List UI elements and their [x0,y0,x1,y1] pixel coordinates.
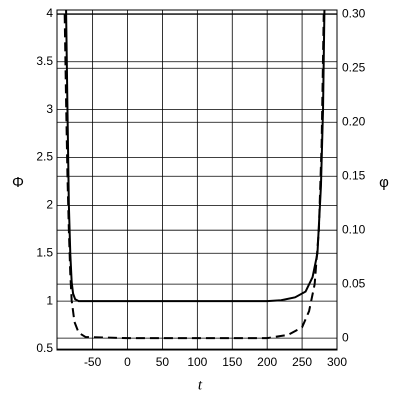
plot-lines [63,10,326,340]
y-tick-label: 2 [46,198,53,212]
y-axis-title: Φ [12,174,24,191]
y2-tick-label: 0 [342,330,349,344]
x-tick-label: 200 [257,355,277,369]
x-tick-label: 150 [222,355,242,369]
y2-tick-label: 0.25 [342,60,366,74]
x-tick-label: 0 [124,355,131,369]
y-tick-label: 0.5 [36,341,53,355]
y-tick-label: 1.5 [36,245,53,259]
y-tick-label: 3 [46,102,53,116]
x-tick-label: -50 [84,355,102,369]
y2-tick-label: 0.20 [342,114,366,128]
series-line [63,14,325,340]
x-tick-label: 100 [187,355,207,369]
y2-tick-label: 0.05 [342,276,366,290]
y-tick-label: 1 [46,293,53,307]
series-line [65,10,326,303]
x-tick-label: 50 [156,355,170,369]
y-tick-label: 4 [46,6,53,20]
y2-tick-label: 0.15 [342,168,366,182]
y2-tick-label: 0.30 [342,6,366,20]
x-axis-title: t [198,377,203,393]
x-tick-label: 300 [327,355,347,369]
y-tick-label: 2.5 [36,150,53,164]
x-tick-label: 250 [292,355,312,369]
y2-axis-title: φ [379,174,389,191]
y-tick-label: 3.5 [36,54,53,68]
y2-tick-label: 0.10 [342,222,366,236]
